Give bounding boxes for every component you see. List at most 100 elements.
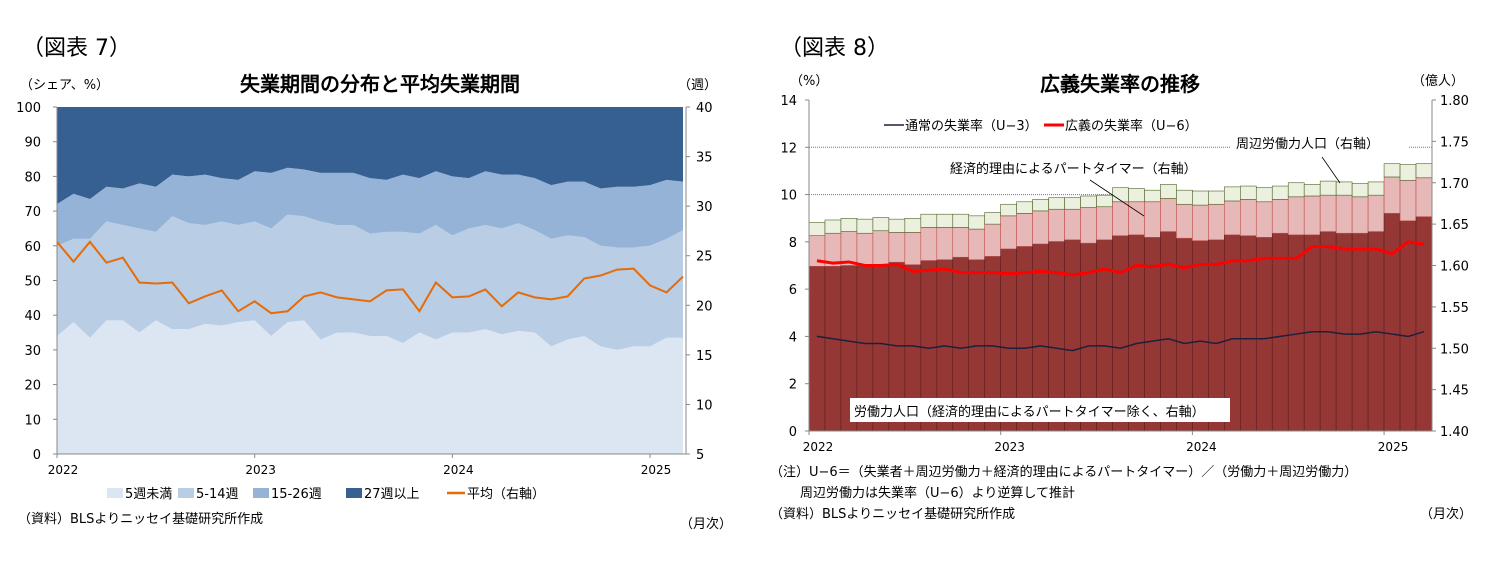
- bar-2: [1367, 181, 1385, 196]
- left-chart-title: 失業期間の分布と平均失業期間: [240, 72, 520, 96]
- bar-2: [1000, 203, 1017, 217]
- bar-0: [1415, 216, 1433, 432]
- bar-2: [1303, 184, 1321, 197]
- y-tick-label: 60: [24, 240, 41, 255]
- bar-1: [1000, 215, 1017, 250]
- x-tick-label: 2025: [1378, 440, 1409, 454]
- bar-1: [1144, 201, 1161, 238]
- left-plot-area: [56, 107, 684, 454]
- bar-1: [1176, 203, 1193, 239]
- bar-2: [984, 212, 1001, 225]
- left-source: （資料）BLSよりニッセイ基礎研究所作成: [18, 512, 263, 527]
- bar-1: [1367, 194, 1385, 232]
- legend-label-2: 15-26週: [271, 487, 322, 502]
- x-tick-label: 2025: [641, 463, 672, 477]
- bar-2: [1351, 183, 1369, 198]
- y-tick-label: 0: [33, 448, 41, 463]
- annotation-arrow-parttime: [1089, 179, 1145, 217]
- bar-1: [1399, 179, 1417, 222]
- bar-2: [824, 219, 842, 234]
- bar-2: [1144, 189, 1161, 203]
- bar-2: [1128, 188, 1145, 203]
- left-legend: 5週未満 5-14週 15-26週 27週以上 平均（右軸）: [107, 487, 545, 502]
- bar-0: [1335, 232, 1353, 432]
- bar-0: [808, 266, 826, 432]
- bar-0: [1383, 213, 1401, 432]
- bar-1: [1319, 194, 1337, 232]
- y2-tick-label: 1.70: [1440, 177, 1469, 192]
- right-plot-area: [808, 146, 1433, 432]
- y2-tick-label: 1.65: [1440, 218, 1469, 233]
- y2-tick-label: 5: [696, 448, 704, 463]
- bar-1: [1192, 204, 1209, 241]
- y-tick-label: 70: [24, 205, 41, 220]
- bar-1: [1255, 201, 1273, 238]
- right-chart-title: 広義失業率の推移: [1040, 72, 1200, 96]
- area-series-1: [57, 214, 683, 350]
- bar-1: [1064, 208, 1081, 241]
- y-tick-label: 50: [24, 275, 41, 290]
- legend-label-1: 5-14週: [196, 487, 239, 502]
- annotation-parttime: 経済的理由によるパートタイマー（右軸）: [950, 161, 1197, 177]
- legend-swatch-1: [178, 488, 194, 498]
- x-tick-label: 2022: [803, 440, 834, 454]
- bar-1: [936, 227, 954, 261]
- legend-swatch-0: [107, 488, 123, 498]
- bar-1: [1208, 203, 1225, 241]
- left-figure: （図表 7） （シェア、%） 失業期間の分布と平均失業期間 （週） 0 10 20 3…: [16, 36, 732, 532]
- bar-1: [1351, 196, 1369, 234]
- y-tick-label: 30: [24, 344, 41, 359]
- bar-2: [888, 218, 906, 233]
- bar-2: [952, 213, 970, 228]
- y2-tick-label: 1.75: [1440, 135, 1469, 150]
- bar-2: [1064, 197, 1081, 210]
- legend-label-average: 平均（右軸）: [467, 487, 545, 502]
- bar-1: [920, 227, 938, 261]
- y-tick-label: 8: [789, 236, 797, 251]
- bar-1: [952, 227, 970, 258]
- bar-1: [1080, 207, 1097, 244]
- bar-2: [840, 218, 858, 232]
- right-figure: （図表 8） （%） 広義失業率の推移 （億人） 0 2 4 6 8 10 12 14 1.40…: [770, 36, 1472, 522]
- bar-2: [904, 218, 922, 233]
- bar-2: [920, 213, 938, 228]
- y2-tick-label: 25: [696, 250, 713, 265]
- bar-1: [904, 232, 922, 265]
- y-tick-label: 6: [789, 283, 797, 298]
- y2-tick-label: 1.50: [1440, 342, 1469, 357]
- legend-label-u6: 広義の失業率（U−6）: [1065, 118, 1198, 134]
- bar-2: [1383, 163, 1401, 178]
- x-tick-label: 2024: [1186, 440, 1217, 454]
- bar-1: [888, 232, 906, 263]
- y-tick-label: 40: [24, 309, 41, 324]
- x-tick-label: 2024: [443, 463, 474, 477]
- left-freq: （月次）: [680, 516, 732, 532]
- y2-tick-label: 1.80: [1440, 94, 1469, 109]
- right-ylabel: （%）: [790, 74, 828, 89]
- bar-2: [872, 217, 890, 232]
- x-tick-label: 2023: [245, 463, 276, 477]
- annotation-labor: 労働力人口（経済的理由によるパートタイマー除く、右軸）: [854, 404, 1205, 420]
- legend-swatch-2: [253, 488, 269, 498]
- bar-1: [1335, 194, 1353, 234]
- y2-tick-label: 35: [696, 151, 713, 166]
- y-tick-label: 80: [24, 170, 41, 185]
- bar-2: [1096, 194, 1113, 208]
- right-axes: 0 2 4 6 8 10 12 14 1.40 1.45 1.50 1.55 1.60 1.65 1.70 1…: [780, 94, 1469, 454]
- bar-2: [1287, 182, 1305, 198]
- bar-2: [1224, 186, 1241, 202]
- y-tick-label: 90: [24, 136, 41, 151]
- y2-tick-label: 1.40: [1440, 425, 1469, 440]
- bar-1: [872, 230, 890, 265]
- bar-1: [1240, 199, 1257, 237]
- legend-label-u3: 通常の失業率（U−3）: [905, 118, 1038, 134]
- bar-1: [1383, 176, 1401, 214]
- bar-2: [1016, 201, 1033, 214]
- y-tick-label: 4: [789, 330, 797, 345]
- bar-1: [1048, 208, 1065, 242]
- bar-2: [1032, 199, 1049, 212]
- y2-tick-label: 15: [696, 349, 713, 364]
- bar-0: [824, 266, 842, 432]
- bar-1: [1128, 201, 1145, 236]
- bar-1: [1303, 195, 1321, 236]
